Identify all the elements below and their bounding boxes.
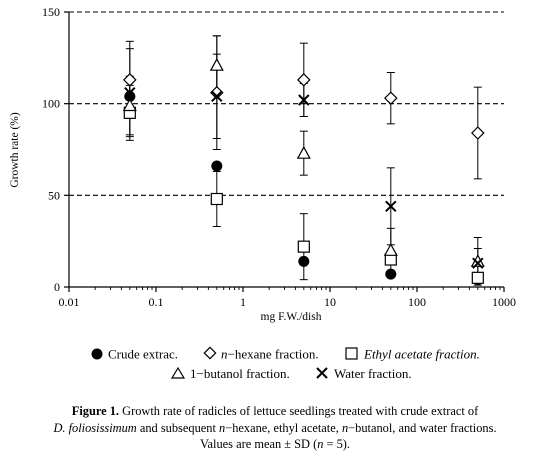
y-axis-title: Growth rate (%): [9, 112, 21, 188]
legend-label-ethyl: Ethyl acetate fraction.: [363, 347, 480, 362]
y-tick-label: 150: [42, 5, 60, 19]
data-point-butanol: [296, 145, 311, 159]
caption-line-3-b: = 5).: [323, 437, 351, 451]
x-tick-label: 0.1: [149, 295, 164, 309]
data-point-water: [211, 90, 223, 103]
data-markers: [122, 57, 485, 286]
data-point-crude: [298, 255, 310, 267]
y-tick-label: 100: [42, 97, 60, 111]
data-point-hexane: [210, 85, 224, 100]
data-point-ethyl: [210, 192, 223, 206]
legend-label-water: Water fraction.: [334, 366, 412, 381]
data-point-water: [472, 257, 484, 269]
data-point-ethyl: [471, 271, 484, 284]
caption-n-3: n: [317, 437, 324, 451]
y-tick-label: 50: [48, 188, 60, 202]
caption-line-1-text: Growth rate of radicles of lettuce seedl…: [119, 404, 479, 418]
caption-line-3: Values are mean ± SD (n = 5).: [0, 436, 550, 453]
data-point-hexane: [123, 73, 137, 87]
x-tick-label: 10: [324, 295, 336, 309]
legend-label-butanol: 1−butanol fraction.: [190, 366, 290, 381]
data-point-hexane: [384, 91, 398, 105]
legend-label-hexane-rest: −hexane fraction.: [228, 347, 319, 362]
tick-labels: 0.01 0.1 1 10 100 1000 0 50 100 150: [42, 5, 516, 309]
data-point-crude: [124, 90, 136, 102]
x-tick-label: 100: [408, 295, 426, 309]
caption-species: D. foliosissimum: [53, 420, 137, 435]
data-point-crude: [211, 160, 223, 172]
caption-line-1: Figure 1. Growth rate of radicles of let…: [0, 403, 550, 420]
caption-line-2-c: −butanol, and water fractions.: [348, 420, 497, 435]
x-tick-label: 0.01: [59, 295, 80, 309]
data-point-hexane: [471, 126, 485, 140]
caption-line-2-b: −hexane, ethyl acetate,: [225, 420, 342, 435]
axes: [64, 11, 505, 292]
legend-marker-ethyl: [345, 347, 358, 360]
data-point-butanol: [383, 243, 398, 256]
legend-marker-crude: [91, 348, 103, 360]
x-tick-label: 1: [240, 295, 246, 309]
y-tick-label: 0: [54, 280, 60, 294]
data-point-water: [298, 94, 310, 106]
legend-marker-butanol: [170, 366, 186, 379]
data-point-butanol: [209, 57, 224, 71]
data-point-butanol: [122, 98, 137, 112]
data-point-ethyl: [297, 240, 310, 253]
caption-line-2-a: and subsequent: [136, 420, 219, 435]
legend-marker-water: [316, 367, 328, 379]
caption-line-2: D. foliosissimum and subsequent n−hexane…: [0, 420, 550, 437]
data-point-crude: [385, 268, 397, 280]
legend-marker-hexane: [203, 346, 217, 360]
reference-lines: [69, 11, 504, 196]
legend-label-hexane-prefix: n: [221, 347, 228, 362]
legend: Crude extrac. n−hexane fraction. Ethyl a…: [91, 346, 480, 381]
x-axis-title: mg F.W./dish: [261, 311, 322, 323]
data-point-hexane: [297, 73, 311, 87]
data-point-water: [124, 86, 136, 99]
data-point-water: [385, 200, 397, 213]
caption-n-2: n: [341, 420, 349, 435]
legend-label-hexane: n−hexane fraction.: [221, 347, 319, 362]
caption-figure-number: Figure 1.: [71, 404, 120, 418]
legend-label-crude: Crude extrac.: [108, 347, 178, 362]
figure-caption: Figure 1. Growth rate of radicles of let…: [0, 403, 550, 453]
caption-n-1: n: [219, 420, 226, 435]
caption-line-3-a: Values are mean ± SD (: [199, 437, 318, 451]
x-tick-label: 1000: [492, 295, 516, 309]
data-point-butanol: [470, 254, 485, 267]
